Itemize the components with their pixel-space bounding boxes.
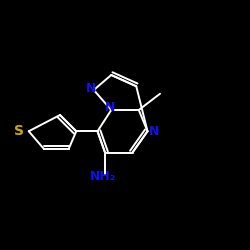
Text: NH₂: NH₂ xyxy=(90,170,116,183)
Text: N: N xyxy=(105,101,115,114)
Text: N: N xyxy=(86,82,97,94)
Text: S: S xyxy=(14,124,24,138)
Text: N: N xyxy=(148,125,159,138)
